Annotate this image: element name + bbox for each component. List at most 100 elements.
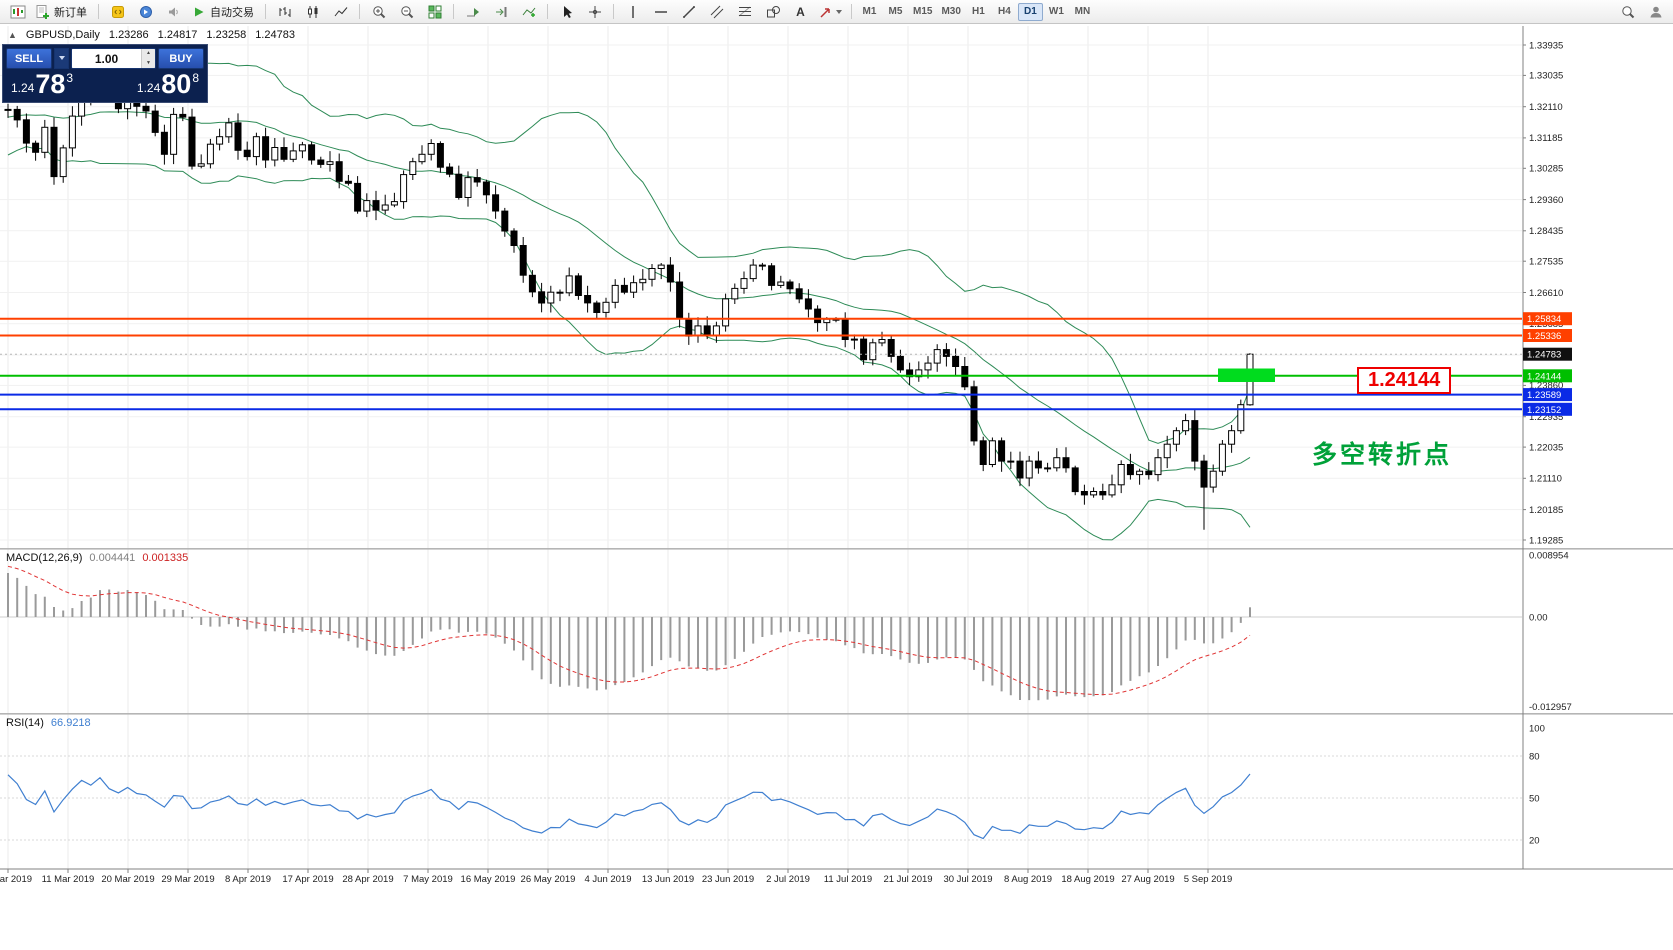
svg-text:11 Mar 2019: 11 Mar 2019 [42, 874, 95, 885]
autotrading-label: 自动交易 [210, 6, 254, 19]
chart-canvas[interactable]: 1.33935 1.33035 1.32110 1.31185 1.30285 1.293… [0, 24, 1673, 950]
svg-text:11 Jul 2019: 11 Jul 2019 [824, 874, 872, 885]
zoom-in-icon [372, 5, 385, 18]
rsi-value: 66.9218 [50, 717, 91, 729]
timeframe-button-D1[interactable]: D1 [1017, 2, 1043, 21]
strategy-tester-icon [139, 5, 152, 18]
svg-text:80: 80 [1529, 751, 1540, 762]
line-chart-button[interactable] [327, 0, 354, 23]
svg-text:1.25834: 1.25834 [1527, 314, 1561, 325]
price-callout-box[interactable]: 1.24144 [1357, 367, 1452, 394]
lot-input[interactable] [72, 49, 141, 68]
main-toolbar: 新订单 自动交易 A M1 M5 M15 M30 H1 H4 D1 W1 MN [0, 0, 1673, 24]
search-button[interactable] [1614, 0, 1641, 23]
lot-field: ▲ ▼ [71, 48, 156, 69]
buy-price-display[interactable]: 1.24 80 8 [137, 71, 199, 98]
arrows-button[interactable] [815, 0, 846, 23]
macd-indicator-label: MACD(12,26,9) 0.004441 0.001335 [6, 552, 188, 564]
sell-price-main: 78 [35, 69, 66, 99]
timeframe-button-W1[interactable]: W1 [1044, 3, 1069, 21]
lot-increase-button[interactable]: ▲ [142, 49, 155, 59]
toolbar-separator [98, 4, 99, 19]
lot-decrease-button[interactable]: ▼ [142, 58, 155, 68]
toolbar-separator [547, 4, 548, 19]
bars-chart-icon [279, 6, 290, 17]
strategy-tester-button[interactable] [132, 0, 159, 23]
horizontal-line-button[interactable] [647, 0, 674, 23]
timeframe-button-MN[interactable]: MN [1070, 3, 1095, 21]
cursor-button[interactable] [553, 0, 580, 23]
chart-window-button[interactable] [4, 0, 31, 23]
auto-scroll-button[interactable] [459, 0, 486, 23]
equidistant-channel-button[interactable] [703, 0, 730, 23]
bars-chart-button[interactable] [271, 0, 298, 23]
svg-text:17 Apr 2019: 17 Apr 2019 [282, 874, 333, 885]
zoom-in-button[interactable] [365, 0, 392, 23]
ohlc-open: 1.23286 [108, 29, 149, 41]
svg-text:1.24783: 1.24783 [1527, 350, 1561, 361]
new-order-label: 新订单 [54, 6, 87, 19]
indicators-button[interactable] [515, 0, 542, 23]
svg-text:100: 100 [1529, 723, 1545, 734]
autotrading-button[interactable]: 自动交易 [188, 0, 260, 23]
vertical-line-button[interactable] [619, 0, 646, 23]
new-order-button[interactable]: 新订单 [32, 0, 93, 23]
arrows-icon [820, 7, 830, 18]
svg-text:20: 20 [1529, 835, 1540, 846]
chart-shift-button[interactable] [487, 0, 514, 23]
sell-price-display[interactable]: 1.24 78 3 [11, 71, 73, 98]
shapes-button[interactable] [759, 0, 786, 23]
timeframe-button-M5[interactable]: M5 [883, 3, 908, 21]
sell-button[interactable]: SELL [6, 48, 52, 69]
timeframe-button-M15[interactable]: M15 [909, 3, 936, 21]
community-button[interactable] [1642, 0, 1669, 23]
macd-name: MACD(12,26,9) [6, 552, 83, 564]
svg-text:1.25336: 1.25336 [1527, 331, 1561, 342]
svg-text:1.27535: 1.27535 [1529, 257, 1563, 268]
svg-text:1.23589: 1.23589 [1527, 390, 1561, 401]
vertical-line-icon [631, 5, 634, 18]
svg-text:1.24144: 1.24144 [1527, 371, 1561, 382]
svg-text:-0.012957: -0.012957 [1529, 702, 1572, 713]
svg-text:1.33935: 1.33935 [1529, 40, 1563, 51]
timeframe-button-H4[interactable]: H4 [992, 3, 1017, 21]
timeframe-button-M1[interactable]: M1 [857, 3, 882, 21]
svg-text:1.33035: 1.33035 [1529, 71, 1563, 82]
text-tool-button[interactable]: A [787, 0, 814, 23]
svg-text:1.29360: 1.29360 [1529, 195, 1563, 206]
svg-text:5 Sep 2019: 5 Sep 2019 [1184, 874, 1233, 885]
lot-stepper: ▲ ▼ [141, 49, 155, 68]
buy-button[interactable]: BUY [158, 48, 204, 69]
svg-text:1.19285: 1.19285 [1529, 535, 1563, 546]
svg-text:26 May 2019: 26 May 2019 [521, 874, 576, 885]
one-click-trading-panel: SELL ▲ ▼ BUY 1.24 78 3 1.24 80 8 [2, 44, 208, 103]
toolbar-separator [265, 4, 266, 19]
crosshair-button[interactable] [581, 0, 608, 23]
svg-text:8 Apr 2019: 8 Apr 2019 [225, 874, 271, 885]
chart-shift-icon [495, 6, 506, 17]
svg-text:1.28435: 1.28435 [1529, 226, 1563, 237]
collapse-arrow-icon[interactable]: ▲ [8, 30, 17, 40]
rsi-indicator-label: RSI(14) 66.9218 [6, 717, 91, 729]
svg-text:30 Jul 2019: 30 Jul 2019 [943, 874, 992, 885]
annotation-note[interactable]: 多空转折点 [1312, 441, 1453, 469]
tile-windows-button[interactable] [421, 0, 448, 23]
timeframe-button-H1[interactable]: H1 [966, 3, 991, 21]
svg-text:2 Jul 2019: 2 Jul 2019 [766, 874, 810, 885]
community-icon [1650, 6, 1661, 17]
trendline-button[interactable] [675, 0, 702, 23]
cursor-icon [563, 5, 572, 18]
svg-text:8 Aug 2019: 8 Aug 2019 [1004, 874, 1052, 885]
alerts-button[interactable] [160, 0, 187, 23]
fibonacci-button[interactable] [731, 0, 758, 23]
sell-options-button[interactable] [54, 48, 69, 69]
horizontal-line-icon [654, 10, 667, 13]
macd-signal-value: 0.001335 [142, 552, 189, 564]
metaeditor-button[interactable] [104, 0, 131, 23]
zoom-out-button[interactable] [393, 0, 420, 23]
candlestick-chart-button[interactable] [299, 0, 326, 23]
timeframe-button-M30[interactable]: M30 [937, 3, 964, 21]
autotrading-icon [195, 7, 204, 16]
svg-text:4 Jun 2019: 4 Jun 2019 [584, 874, 631, 885]
chart-window-icon [10, 5, 25, 18]
